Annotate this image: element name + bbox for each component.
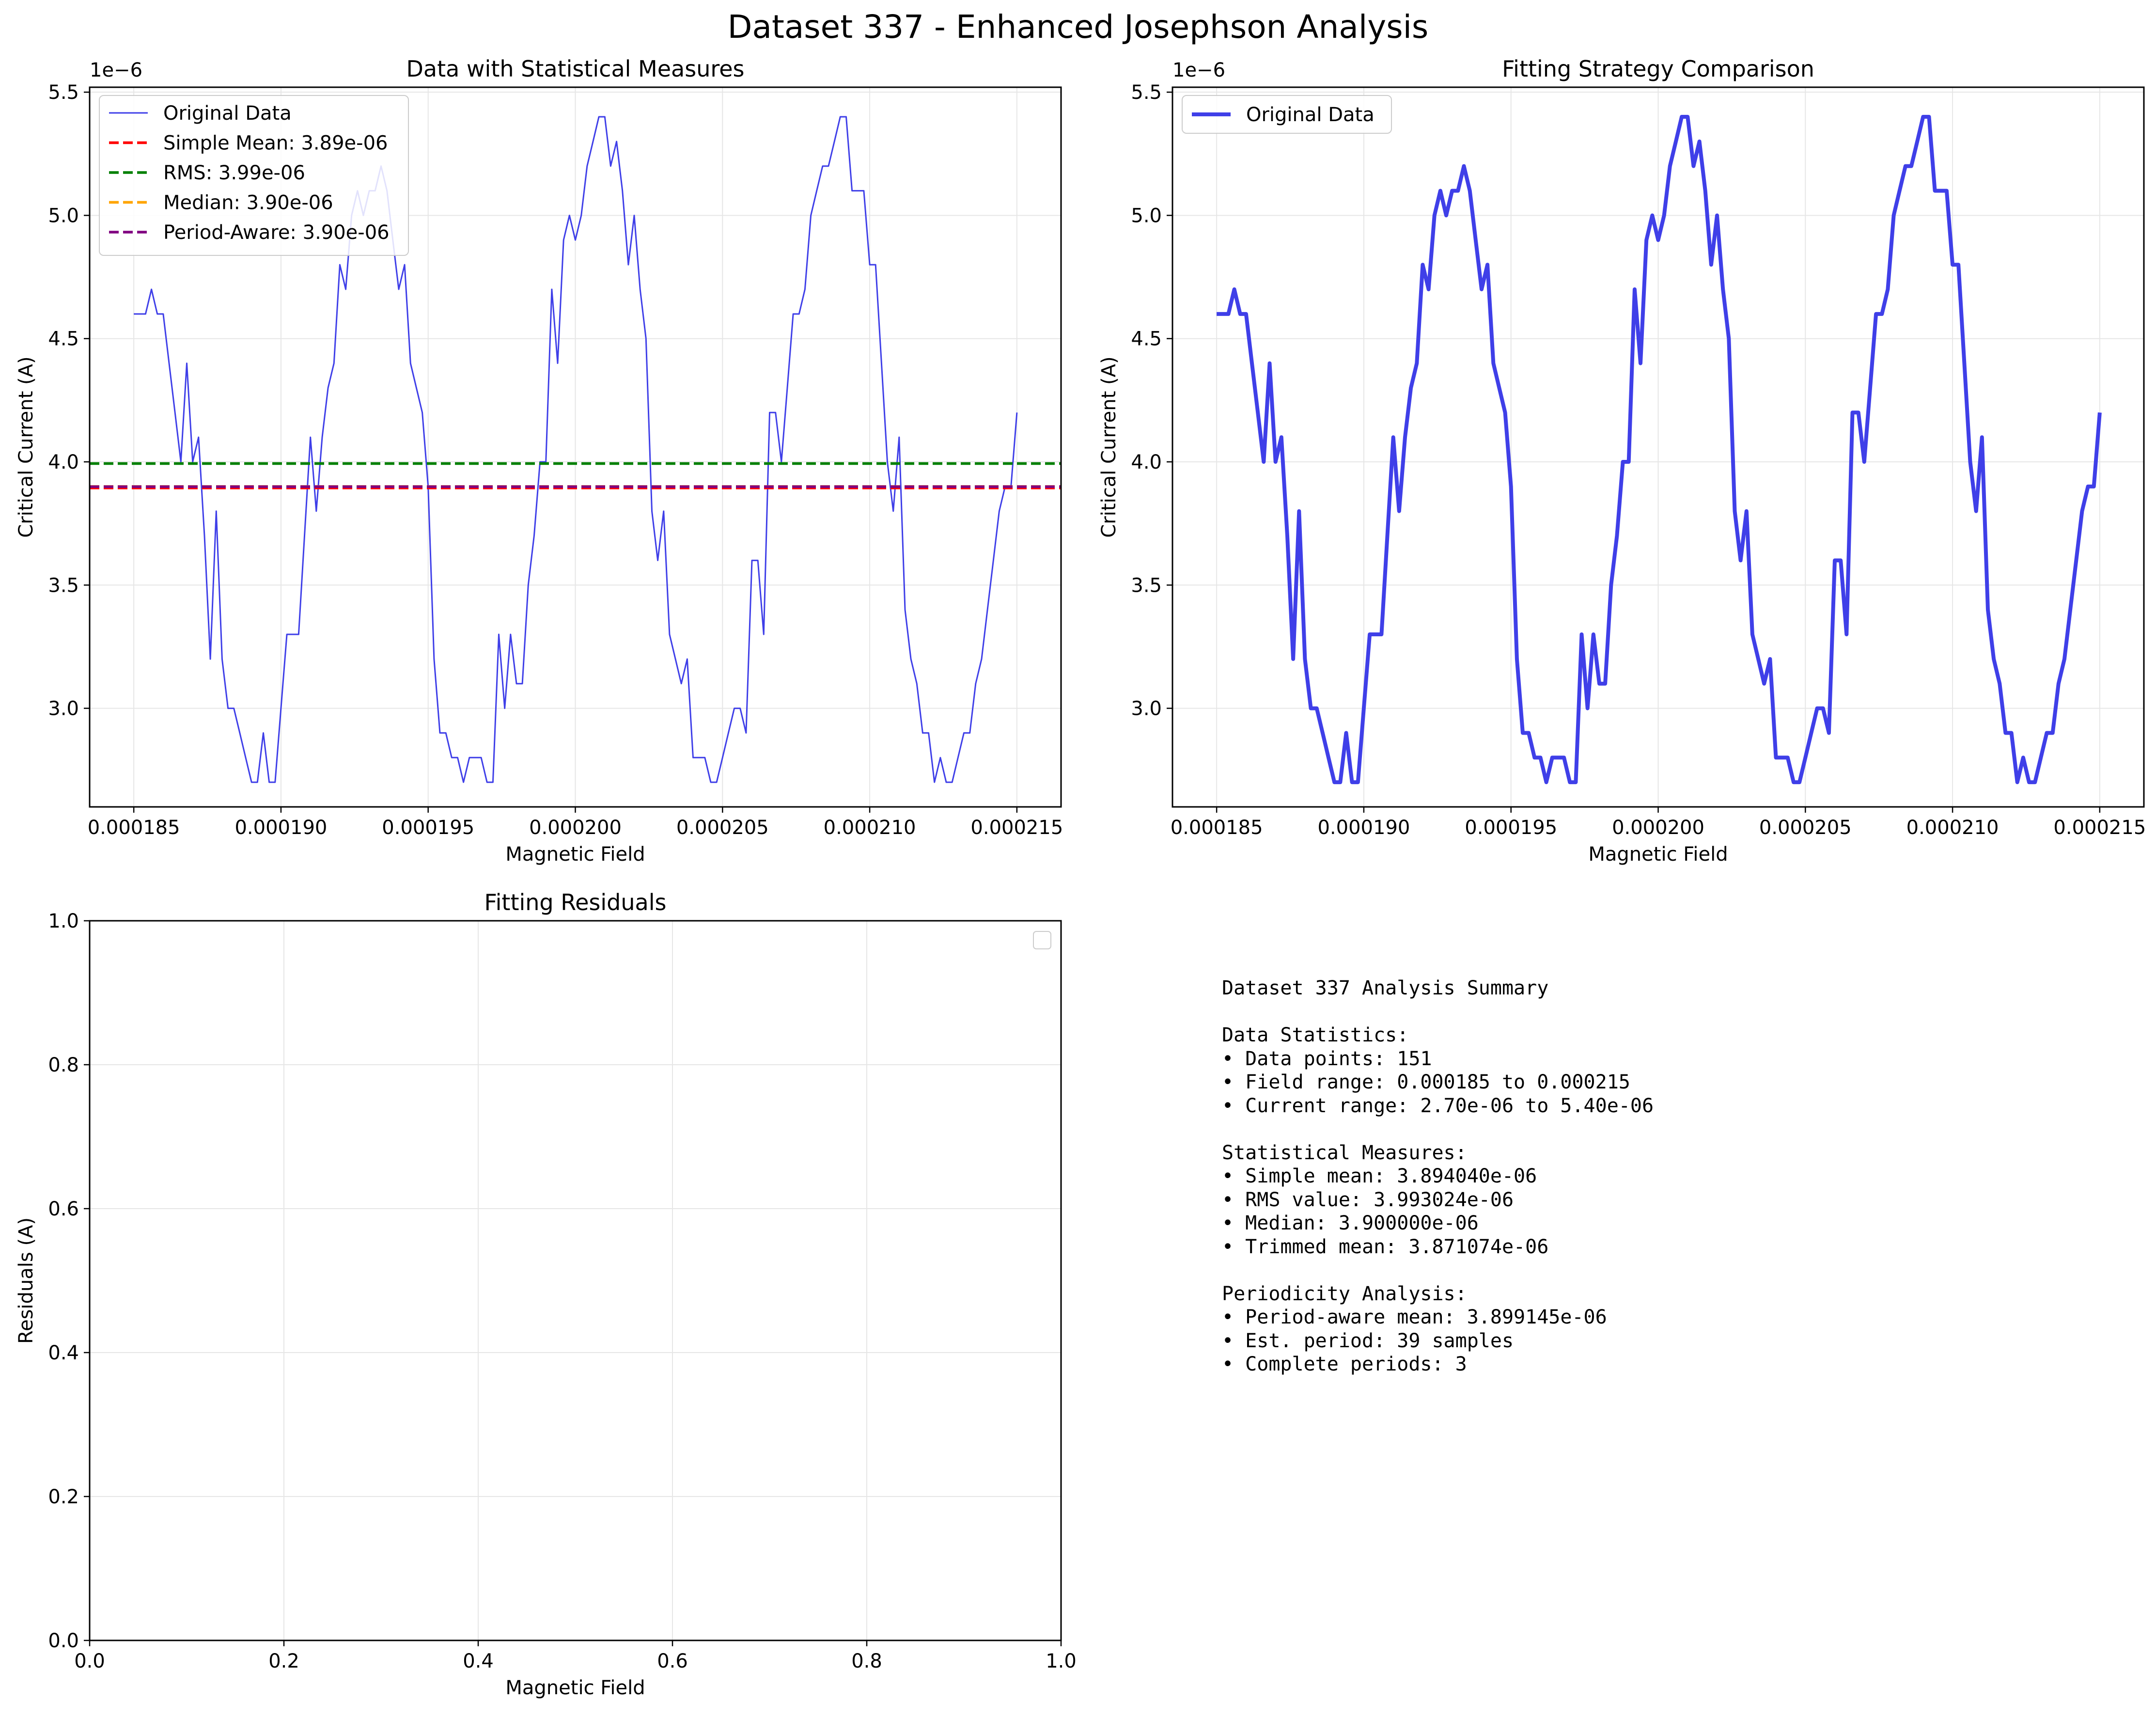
- x-tick-label: 0.000190: [1317, 817, 1410, 839]
- x-tick-label: 0.000205: [676, 817, 769, 839]
- x-tick-label: 0.000195: [1465, 817, 1557, 839]
- x-tick-label: 0.0: [74, 1650, 105, 1672]
- summary-line: Dataset 337 Analysis Summary: [1222, 977, 1549, 999]
- x-tick-label: 0.6: [657, 1650, 688, 1672]
- statistical-measures-panel: Data with Statistical Measures 0.000185 0.…: [15, 56, 1063, 866]
- legend-box: [1182, 95, 1392, 134]
- y-tick-label: 3.5: [1131, 574, 1162, 597]
- summary-line: • Field range: 0.000185 to 0.000215: [1222, 1071, 1630, 1093]
- y-tick-label: 4.0: [48, 451, 79, 473]
- legend-label-period-aware: Period-Aware: 3.90e-06: [163, 221, 390, 244]
- legend-box: [99, 95, 409, 256]
- x-tick-label: 0.000215: [2053, 817, 2146, 839]
- summary-line: • RMS value: 3.993024e-06: [1222, 1188, 1514, 1211]
- x-tick-label: 0.8: [851, 1650, 882, 1672]
- fitting-residuals-panel: Fitting Residuals 0.0 0.2 0.4 0.6 0.8 1.0 0.0 0.…: [15, 889, 1077, 1699]
- y-tick-label: 5.5: [48, 81, 79, 104]
- legend-label-simple-mean: Simple Mean: 3.89e-06: [163, 132, 388, 155]
- y-tick-label: 3.0: [48, 698, 79, 720]
- x-tick-label: 0.000215: [970, 817, 1063, 839]
- y-tick-label: 3.5: [48, 574, 79, 597]
- y-axis-label: Critical Current (A): [1098, 356, 1120, 537]
- x-tick-label: 0.000185: [1171, 817, 1263, 839]
- legend-label-rms: RMS: 3.99e-06: [163, 162, 305, 184]
- chart-title: Data with Statistical Measures: [406, 56, 744, 82]
- x-tick-label: 0.000195: [382, 817, 474, 839]
- y-axis-label: Residuals (A): [15, 1217, 37, 1344]
- y-offset-label: 1e−6: [1172, 59, 1225, 81]
- x-tick-label: 0.000200: [529, 817, 622, 839]
- y-offset-label: 1e−6: [90, 59, 142, 81]
- summary-line: [1222, 1000, 2070, 1024]
- y-tick-label: 0.6: [48, 1198, 79, 1220]
- y-tick-label: 0.8: [48, 1054, 79, 1076]
- legend: Original Data Simple Mean: 3.89e-06 RMS: 3…: [99, 95, 409, 256]
- axes-frame: [1172, 86, 2145, 808]
- y-tick-label: 0.0: [48, 1630, 79, 1652]
- x-tick-label: 0.000210: [824, 817, 916, 839]
- x-tick-label: 0.000210: [1906, 817, 1999, 839]
- summary-line: [1222, 1118, 2070, 1141]
- y-tick-label: 4.0: [1131, 451, 1162, 473]
- summary-line: • Trimmed mean: 3.871074e-06: [1222, 1235, 1549, 1258]
- legend-label-original-data: Original Data: [1246, 104, 1375, 126]
- original-data-line: [134, 116, 1018, 783]
- y-axis-label: Critical Current (A): [15, 356, 37, 537]
- y-tick-label: 0.4: [48, 1342, 79, 1364]
- y-tick-label: 0.2: [48, 1486, 79, 1508]
- y-tick-label: 4.5: [1131, 328, 1162, 350]
- x-tick-label: 0.000200: [1612, 817, 1704, 839]
- x-axis-label: Magnetic Field: [505, 843, 645, 866]
- legend-label-median: Median: 3.90e-06: [163, 192, 333, 214]
- x-tick-label: 0.2: [268, 1650, 299, 1672]
- x-axis-label: Magnetic Field: [505, 1677, 645, 1699]
- summary-line: Statistical Measures:: [1222, 1141, 1467, 1164]
- summary-line: • Simple mean: 3.894040e-06: [1222, 1165, 1537, 1187]
- summary-line: • Data points: 151: [1222, 1047, 1432, 1070]
- axes-frame: [89, 920, 1062, 1641]
- summary-line: • Current range: 2.70e-06 to 5.40e-06: [1222, 1094, 1654, 1117]
- summary-line: Data Statistics:: [1222, 1024, 1409, 1046]
- y-tick-label: 3.0: [1131, 698, 1162, 720]
- x-tick-label: 0.000190: [234, 817, 327, 839]
- legend: Original Data: [1182, 95, 1392, 134]
- summary-line: • Median: 3.900000e-06: [1222, 1212, 1479, 1234]
- summary-line: Periodicity Analysis:: [1222, 1282, 1467, 1305]
- analysis-summary: Dataset 337 Analysis Summary Data Statist…: [1222, 977, 2070, 1376]
- summary-line: • Complete periods: 3: [1222, 1353, 1467, 1375]
- x-tick-label: 0.000205: [1759, 817, 1852, 839]
- y-tick-label: 1.0: [48, 910, 79, 932]
- figure-suptitle: Dataset 337 - Enhanced Josephson Analysi…: [728, 8, 1429, 46]
- y-tick-label: 5.5: [1131, 81, 1162, 104]
- axes-frame: [89, 86, 1062, 808]
- legend-label-original-data: Original Data: [163, 102, 292, 125]
- x-tick-label: 0.000185: [88, 817, 180, 839]
- y-tick-label: 5.0: [48, 205, 79, 227]
- summary-line: • Period-aware mean: 3.899145e-06: [1222, 1306, 1607, 1328]
- summary-line: • Est. period: 39 samples: [1222, 1329, 1514, 1352]
- chart-title: Fitting Residuals: [484, 889, 667, 915]
- original-data-line: [1217, 115, 2102, 785]
- x-tick-label: 0.4: [463, 1650, 494, 1672]
- summary-line: [1222, 1259, 2070, 1282]
- empty-legend-box: [1033, 931, 1051, 949]
- x-tick-label: 1.0: [1046, 1650, 1077, 1672]
- chart-title: Fitting Strategy Comparison: [1502, 56, 1814, 82]
- fitting-comparison-panel: Fitting Strategy Comparison 0.000185 0.000…: [1098, 56, 2146, 866]
- y-tick-label: 4.5: [48, 328, 79, 350]
- x-axis-label: Magnetic Field: [1588, 843, 1728, 866]
- y-tick-label: 5.0: [1131, 205, 1162, 227]
